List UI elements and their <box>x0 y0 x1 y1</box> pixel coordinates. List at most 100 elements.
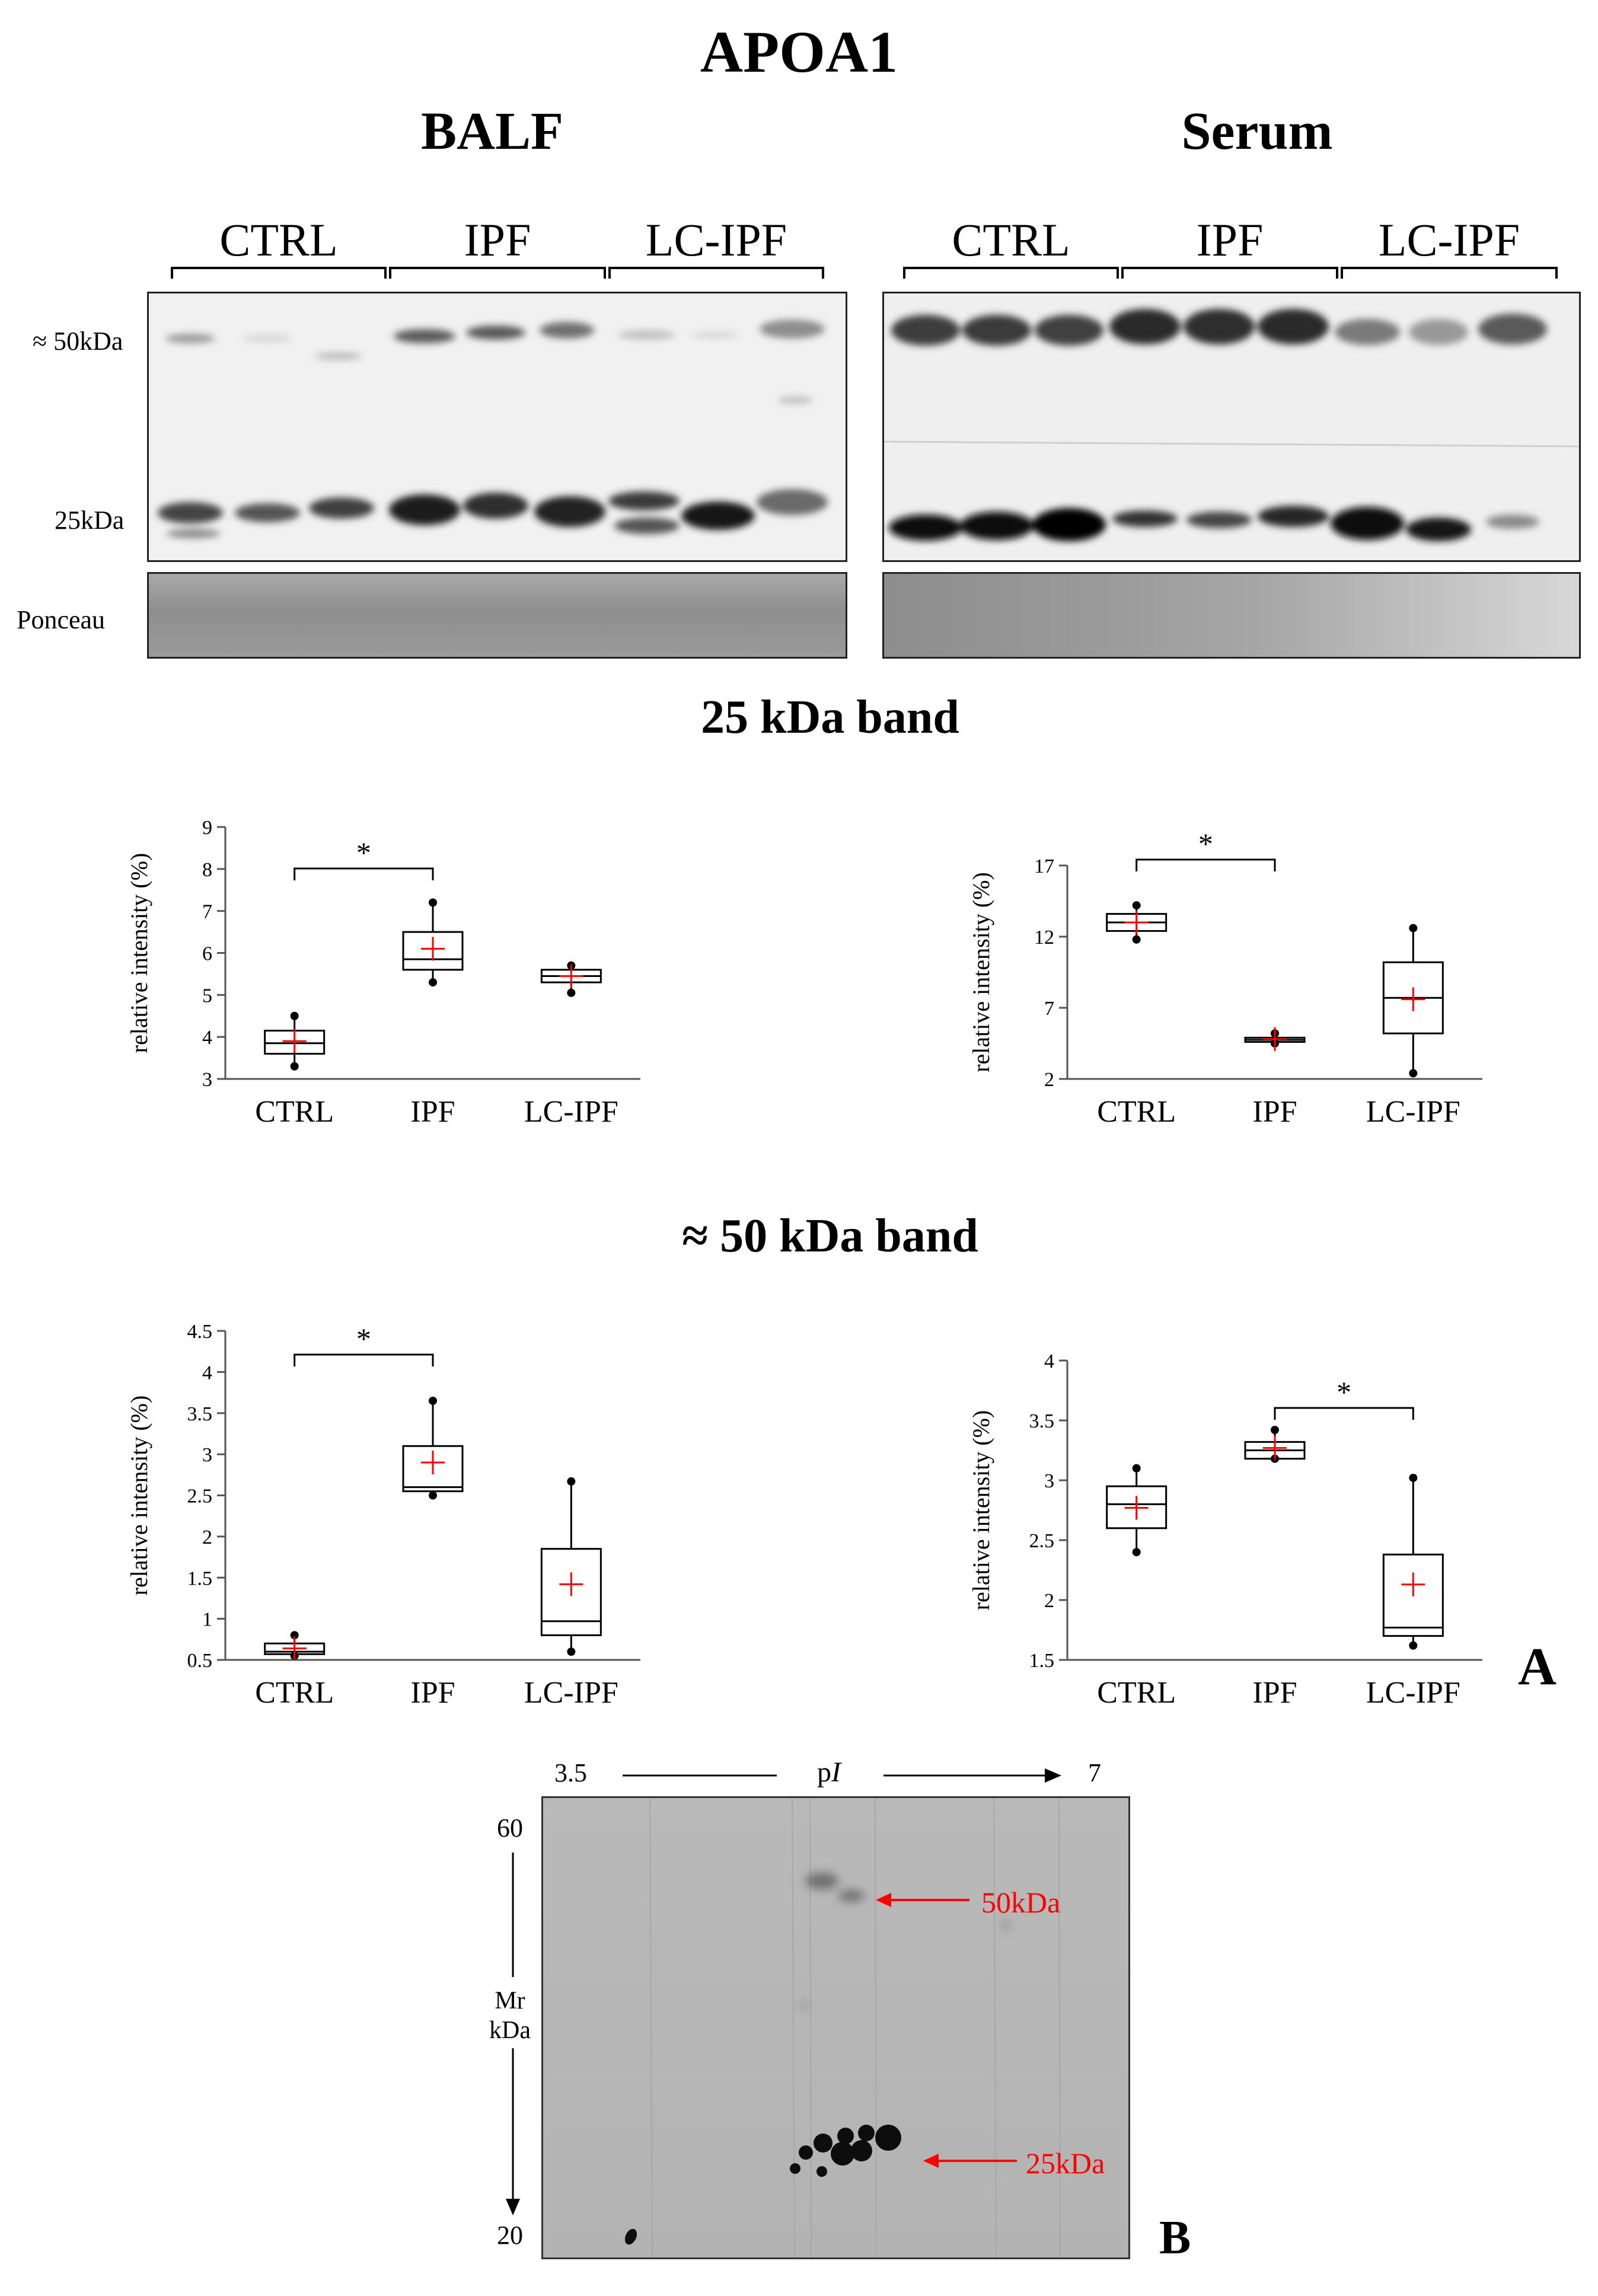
y-tick-label: 1.5 <box>1029 1650 1055 1672</box>
y-tick-label: 1 <box>202 1609 212 1631</box>
mr-top-label: 60 <box>497 1813 523 1842</box>
lane-label-serum-ctrl: CTRL <box>952 214 1070 266</box>
y-tick-label: 7 <box>1044 998 1054 1020</box>
lane-label-serum-ipf: IPF <box>1196 214 1264 266</box>
box-max-point <box>1132 901 1141 910</box>
significance-star: * <box>356 836 371 869</box>
lane-label-balf-ipf: IPF <box>464 214 531 266</box>
y-tick-label: 2.5 <box>1029 1530 1055 1552</box>
y-tick-label: 4.5 <box>187 1321 213 1343</box>
y-tick-label: 17 <box>1034 855 1054 877</box>
y-tick-label: 4 <box>202 1027 212 1049</box>
x-category-label: IPF <box>410 1676 455 1710</box>
ponceau-label: Ponceau <box>17 605 106 634</box>
serum-title: Serum <box>1181 102 1333 161</box>
y-tick-label: 3 <box>202 1444 212 1466</box>
box-min-point <box>290 1062 299 1071</box>
box-min-point <box>1409 1641 1418 1650</box>
lane-label-balf-lcipf: LC-IPF <box>645 214 787 266</box>
significance-star: * <box>1198 827 1213 860</box>
x-category-label: IPF <box>410 1095 455 1129</box>
box-min-point <box>567 1647 576 1656</box>
lane-label-balf-ctrl: CTRL <box>219 214 338 266</box>
y-tick-label: 4 <box>202 1362 212 1384</box>
y-tick-label: 3.5 <box>1029 1410 1055 1432</box>
box-max-point <box>290 1011 299 1020</box>
arrow-50kda <box>876 1893 969 1907</box>
y-tick-label: 2 <box>1044 1069 1054 1091</box>
y-tick-label: 2.5 <box>187 1486 213 1508</box>
box-max-point <box>429 1396 437 1405</box>
mw-label-50: ≈ 50kDa <box>33 327 123 356</box>
pi-start-label: 3.5 <box>554 1758 587 1787</box>
box-max-point <box>1132 1464 1141 1473</box>
boxplot-serum-50kda: 1.5 2 2.5 3 3.5 4 relative intensity (%) CTRL IP… <box>968 1350 1482 1710</box>
boxplot-balf-25kda: 3 4 5 6 7 8 9 relative intensity (%) CTRL IPF LC-I… <box>126 817 640 1129</box>
box-min-point <box>1409 1069 1418 1078</box>
box-min-point <box>429 1491 437 1500</box>
significance-bracket <box>294 1353 434 1366</box>
arrow-label-25kda: 25kDa <box>1026 2147 1105 2180</box>
y-axis-label: relative intensity (%) <box>968 872 994 1072</box>
x-category-label: LC-IPF <box>1366 1095 1460 1129</box>
y-tick-label: 3 <box>202 1069 212 1091</box>
pi-arrow <box>623 1768 1061 1783</box>
box-min-point <box>567 988 576 997</box>
box-min-point <box>1132 935 1141 944</box>
x-category-label: LC-IPF <box>524 1095 618 1129</box>
y-tick-label: 6 <box>202 943 212 965</box>
panel-label-b: B <box>1159 2212 1191 2264</box>
x-category-label: LC-IPF <box>524 1676 618 1710</box>
x-category-label: IPF <box>1252 1095 1297 1129</box>
y-tick-label: 2 <box>202 1527 212 1548</box>
mr-bottom-label: 20 <box>497 2221 523 2250</box>
x-category-label: IPF <box>1252 1676 1297 1710</box>
y-tick-label: 3.5 <box>187 1403 213 1425</box>
panel-label-a: A <box>1518 1637 1556 1696</box>
box-max-point <box>290 1631 299 1640</box>
balf-ponceau-strip <box>147 572 847 659</box>
y-tick-label: 5 <box>202 985 212 1007</box>
two-d-gel-image <box>541 1796 1130 2259</box>
x-category-label: CTRL <box>255 1676 334 1710</box>
x-category-label: CTRL <box>255 1095 334 1129</box>
y-tick-label: 0.5 <box>187 1650 213 1672</box>
y-axis-label: relative intensity (%) <box>126 1396 152 1596</box>
balf-western-blot <box>147 292 847 562</box>
y-tick-label: 9 <box>202 817 212 839</box>
significance-bracket <box>294 867 434 880</box>
serum-western-blot <box>882 292 1581 562</box>
significance-star: * <box>356 1322 371 1355</box>
y-tick-label: 4 <box>1044 1350 1054 1372</box>
box-min-point <box>429 978 437 987</box>
mw-label-25: 25kDa <box>55 506 125 535</box>
significance-bracket <box>1274 1407 1414 1420</box>
y-tick-label: 2 <box>1044 1590 1054 1612</box>
boxplot-balf-50kda: 0.5 1 1.5 2 2.5 3 3.5 4 4.5 relative intensity (%… <box>126 1321 640 1710</box>
y-tick-label: 7 <box>202 901 212 923</box>
box-min-point <box>1132 1548 1141 1557</box>
y-tick-label: 3 <box>1044 1470 1054 1492</box>
pi-axis-label: pI <box>817 1757 841 1788</box>
box-max-point <box>567 1477 576 1486</box>
lane-group-brackets <box>171 267 1558 279</box>
y-axis-label: relative intensity (%) <box>968 1410 994 1611</box>
boxplot-serum-25kda: 2 7 12 17 relative intensity (%) CTRL IPF LC-IP… <box>968 827 1482 1129</box>
pi-end-label: 7 <box>1088 1758 1101 1787</box>
section-title-50kda: ≈ 50 kDa band <box>682 1210 978 1262</box>
balf-title: BALF <box>420 102 564 161</box>
mr-arrow <box>506 1853 520 2215</box>
x-category-label: CTRL <box>1097 1095 1176 1129</box>
lane-label-serum-lcipf: LC-IPF <box>1378 214 1520 266</box>
arrow-label-50kda: 50kDa <box>981 1886 1061 1919</box>
mr-axis-label: Mr kDa <box>486 1986 534 2046</box>
significance-star: * <box>1337 1375 1351 1409</box>
x-category-label: LC-IPF <box>1366 1676 1460 1710</box>
y-tick-label: 1.5 <box>187 1567 213 1589</box>
y-tick-label: 8 <box>202 859 212 881</box>
box-max-point <box>1271 1426 1279 1435</box>
arrow-25kda <box>923 2154 1017 2168</box>
box-max-point <box>429 898 437 907</box>
y-axis-label: relative intensity (%) <box>126 853 152 1053</box>
box-max-point <box>1409 924 1418 933</box>
